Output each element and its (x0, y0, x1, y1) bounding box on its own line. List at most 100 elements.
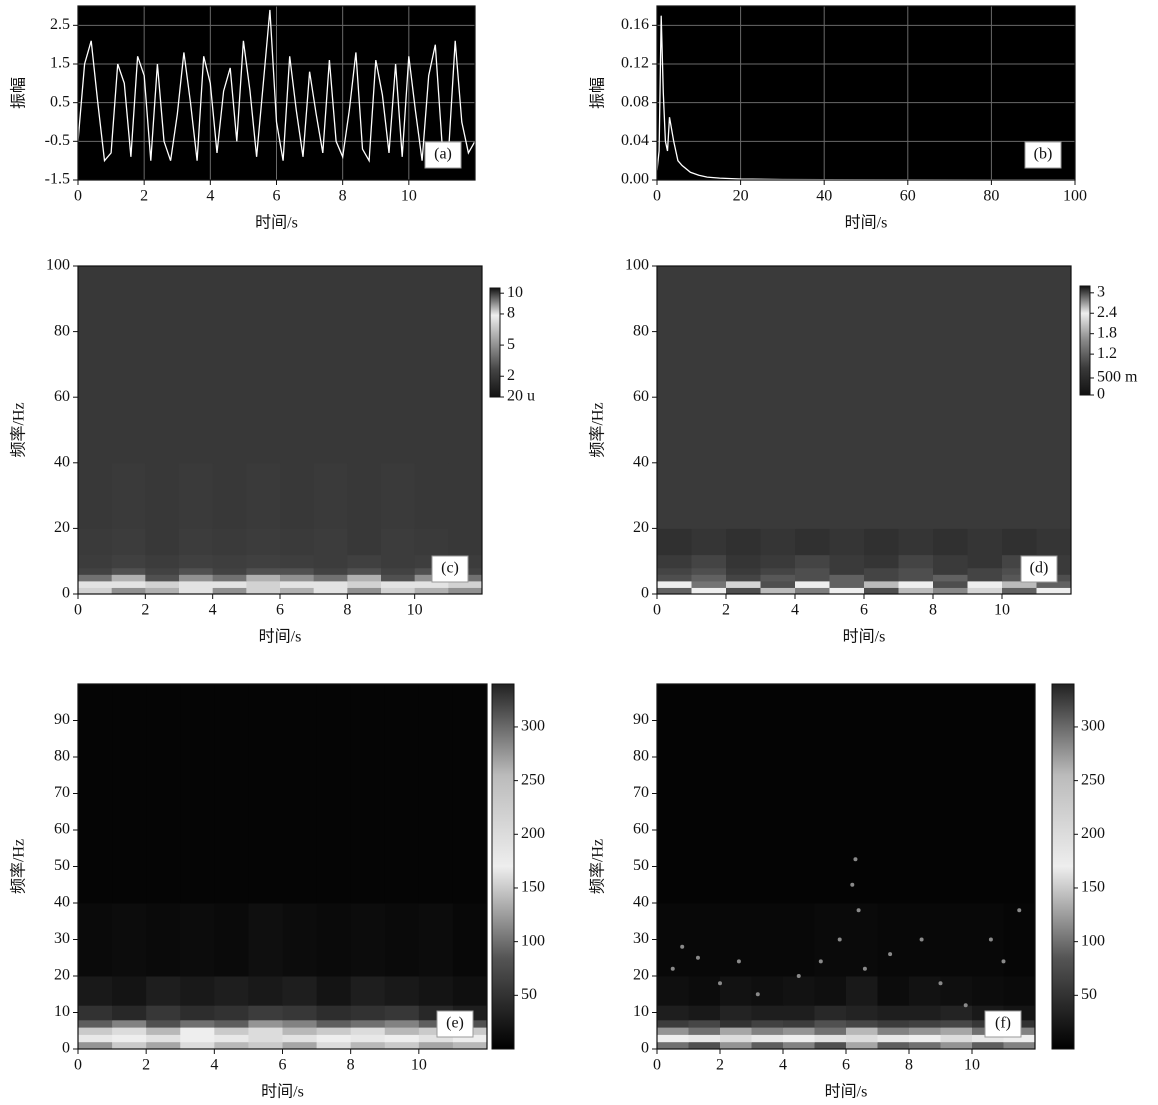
heatmap-cell (384, 1027, 420, 1035)
heatmap-cell (316, 684, 352, 904)
heatmap-cell (877, 1041, 910, 1049)
heatmap-cell (248, 976, 283, 1006)
heatmap-cell (248, 1019, 283, 1028)
heatmap-cell (657, 580, 692, 588)
heatmap-cell (111, 580, 146, 588)
x-tick-label: 0 (74, 1057, 82, 1074)
heatmap-cell (280, 587, 315, 594)
heatmap-cell (212, 554, 247, 569)
heatmap-cell (452, 903, 487, 977)
heatmap-cell (688, 976, 721, 1006)
heatmap-cell (418, 903, 454, 977)
heatmap-cell (829, 574, 865, 582)
y-tick-label: 60 (633, 821, 649, 838)
x-tick-label: 2 (140, 188, 148, 205)
heatmap-cell (657, 462, 692, 529)
heatmap-cell (657, 574, 692, 582)
annotation-box (431, 555, 469, 583)
heatmap-cell (720, 903, 752, 977)
heatmap-cell (212, 587, 247, 594)
heatmap-cell (381, 587, 416, 594)
y-axis-label: 振幅 (589, 77, 607, 109)
heatmap-cell (760, 587, 796, 594)
annotation-box (424, 141, 462, 169)
heatmap-cell (933, 587, 968, 594)
heatmap-cell (246, 574, 281, 582)
colorbar-tick-label: 0 (1097, 386, 1105, 403)
y-tick-label: 20 (54, 519, 70, 536)
heatmap-cell (829, 462, 865, 529)
x-tick-label: 20 (733, 188, 749, 205)
heatmap-cell (350, 1027, 386, 1035)
heatmap-cell (347, 462, 382, 529)
colorbar-tick-label: 1.2 (1097, 345, 1117, 362)
x-tick-label: 0 (653, 188, 661, 205)
heatmap-cell (909, 1034, 941, 1043)
heatmap-cell (180, 976, 215, 1006)
annotation-box (1024, 141, 1062, 169)
heatmap-cell (657, 1005, 689, 1021)
x-tick-label: 4 (210, 1057, 218, 1074)
colorbar-tick-label: 300 (521, 718, 545, 735)
heatmap-cell (280, 554, 315, 569)
heatmap-cell (864, 580, 899, 588)
heatmap-cell (214, 1034, 249, 1043)
heatmap-cell (846, 976, 878, 1006)
heatmap-cell (846, 1005, 878, 1021)
heatmap-cell (418, 1019, 454, 1028)
heatmap-cell (146, 684, 181, 904)
heatmap-cell (898, 574, 934, 582)
heatmap-cell (657, 1027, 689, 1035)
ridge-point (718, 981, 722, 986)
heatmap-cell (112, 1034, 147, 1043)
heatmap-cell (877, 1019, 910, 1028)
x-tick-label: 4 (779, 1057, 787, 1074)
x-tick-label: 60 (900, 188, 916, 205)
heatmap-cell (418, 684, 454, 904)
x-axis-label: 时间/s (261, 1083, 304, 1101)
x-tick-label: 8 (929, 602, 937, 619)
heatmap-cell (316, 1027, 352, 1035)
y-tick-label: 0.00 (621, 171, 649, 188)
y-tick-label: 50 (54, 857, 70, 874)
y-tick-label: 50 (633, 857, 649, 874)
heatmap-cell (111, 266, 146, 464)
heatmap-cell (214, 1019, 249, 1028)
y-tick-label: -1.5 (45, 171, 70, 188)
colorbar-tick-label: 10 (507, 284, 523, 301)
heatmap-cell (112, 976, 147, 1006)
heatmap-cell (384, 1005, 420, 1021)
heatmap-cell (179, 462, 214, 529)
heatmap-cell (112, 1005, 147, 1021)
heatmap-cell (1003, 1034, 1035, 1043)
heatmap-cell (846, 903, 878, 977)
heatmap-cell (214, 976, 249, 1006)
heatmap-cell (751, 976, 784, 1006)
heatmap-cell (877, 903, 910, 977)
y-tick-label: 60 (633, 388, 649, 405)
y-tick-label: 80 (54, 748, 70, 765)
x-tick-label: 8 (905, 1057, 913, 1074)
heatmap-cell (145, 580, 180, 588)
heatmap-cell (280, 580, 315, 588)
heatmap-cell (381, 462, 416, 529)
heatmap-cell (967, 554, 1003, 569)
heatmap-cell (864, 574, 899, 582)
heatmap-cell (898, 567, 934, 575)
colorbar (1079, 285, 1091, 396)
heatmap-cell (313, 554, 348, 569)
heatmap-cell (180, 1041, 215, 1049)
heatmap-cell (316, 1019, 352, 1028)
y-tick-label: 30 (54, 930, 70, 947)
heatmap-cell (214, 903, 249, 977)
heatmap-cell (940, 1041, 973, 1049)
heatmap-cell (1002, 587, 1037, 594)
heatmap-cell (751, 1019, 784, 1028)
y-tick-label: 20 (54, 967, 70, 984)
heatmap-cell (877, 976, 910, 1006)
heatmap-cell (145, 554, 180, 569)
heatmap-cell (829, 580, 865, 588)
heatmap-cell (726, 266, 761, 464)
